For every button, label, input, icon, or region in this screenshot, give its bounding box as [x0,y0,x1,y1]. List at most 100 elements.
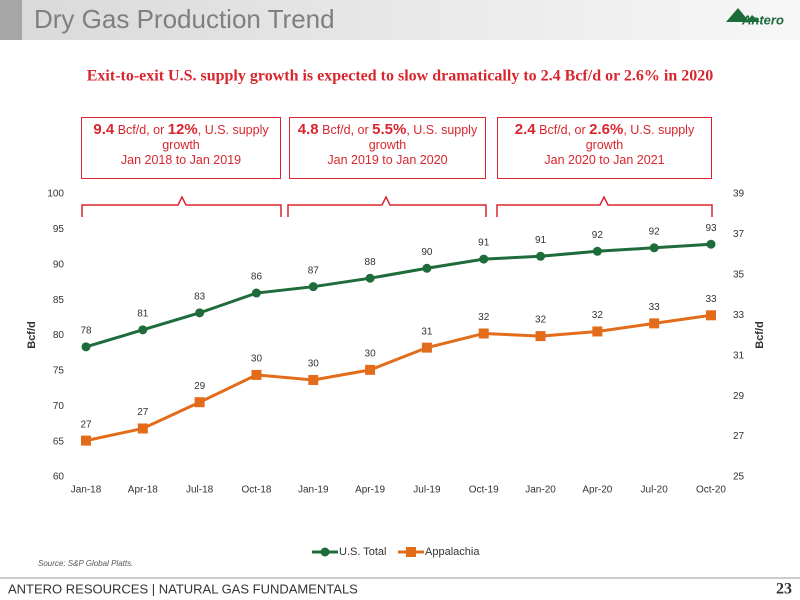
data-label: 88 [365,257,377,268]
callout-pct: 2.6% [589,121,624,138]
logo-mark [726,8,760,22]
y2-tick-label: 39 [733,189,745,200]
data-point [137,423,148,434]
data-point [706,310,716,321]
y-tick-label: 70 [53,401,65,412]
data-label: 31 [421,326,433,337]
callout-unit: Bcf/d, or [114,123,168,137]
y2-tick-label: 31 [733,350,745,361]
data-point [194,397,205,408]
y2-tick-label: 25 [733,472,745,483]
callout: 2.4 Bcf/d, or 2.6%, U.S. supply growth Ja… [497,117,712,179]
bracket [496,195,713,217]
source: Source: S&P Global Platts. [38,559,133,568]
callout-rest: , U.S. supply growth [162,123,269,152]
callout-growth: 9.4 [93,121,115,138]
y2-tick-label: 33 [733,310,745,321]
data-point [365,364,376,375]
x-tick-label: Oct-18 [241,485,271,496]
legend-marker [406,547,416,557]
y2-tick-label: 35 [733,269,745,280]
data-label: 29 [194,381,206,392]
x-tick-label: Apr-19 [355,485,385,496]
data-label: 30 [365,349,377,360]
data-point [365,273,375,283]
data-point [592,246,602,256]
data-label: 30 [308,359,320,370]
brackets [81,195,713,217]
legend-label: Appalachia [425,546,480,558]
bracket [287,195,487,217]
y-tick-label: 100 [47,189,64,200]
data-label: 30 [251,354,263,365]
callout-rest: , U.S. supply growth [585,123,695,152]
callout-period: Jan 2019 to Jan 2020 [327,153,448,167]
data-label: 32 [478,312,490,323]
data-point [479,254,489,264]
y-tick-label: 60 [53,472,65,483]
y2-tick-label: 37 [733,229,745,240]
y2-tick-label: 29 [733,391,745,402]
data-label: 33 [705,294,717,305]
header-accent [0,0,22,40]
data-label: 91 [535,235,547,246]
data-point [81,435,91,446]
data-point [308,374,319,385]
x-tick-label: Apr-20 [582,485,612,496]
y-axis-title: Bcf/d [26,321,38,349]
data-label: 92 [649,226,661,237]
data-point [706,239,716,249]
y-tick-label: 85 [53,295,65,306]
data-label: 92 [592,230,604,241]
series-line [85,242,712,349]
y2-tick-label: 27 [733,431,745,442]
x-tick-label: Jul-18 [186,485,214,496]
x-tick-label: Jan-18 [71,485,102,496]
x-tick-label: Jan-19 [298,485,329,496]
data-point [478,328,489,339]
legend-label: U.S. Total [339,546,387,558]
data-label: 86 [251,272,263,283]
data-point [535,331,546,342]
callout-pct: 12% [167,121,198,138]
callout-growth: 2.4 [514,121,536,138]
data-point [81,342,91,352]
series-line [85,313,712,443]
data-label: 27 [80,419,92,430]
data-label: 33 [649,302,661,313]
callout: 4.8 Bcf/d, or 5.5%, U.S. supply growth Ja… [289,117,486,179]
data-label: 32 [592,310,604,321]
data-label: 87 [308,265,320,276]
data-point [422,263,432,273]
y-tick-label: 65 [53,436,65,447]
page-title: Dry Gas Production Trend [34,4,335,34]
data-point [195,308,205,318]
data-point [251,288,261,298]
x-tick-label: Jul-20 [641,485,669,496]
data-point [649,243,659,253]
callout-unit: Bcf/d, or [535,123,590,137]
data-point [649,318,660,329]
y2-axis-title: Bcf/d [754,321,766,349]
callout-rest: , U.S. supply growth [368,123,478,152]
callout-period: Jan 2018 to Jan 2019 [120,153,242,167]
data-label: 78 [80,325,92,336]
data-point [592,326,603,337]
header-band [0,0,800,40]
x-tick-label: Oct-19 [469,485,499,496]
x-tick-label: Oct-20 [696,485,726,496]
data-label: 93 [705,223,717,234]
data-point [536,251,546,261]
y-tick-label: 90 [53,259,65,270]
logo-text: Antero [741,12,784,27]
bracket [81,195,282,217]
callout: 9.4 Bcf/d, or 12%, U.S. supply growth Jan… [81,117,281,179]
data-label: 32 [535,315,547,326]
page-number: 23 [776,581,792,598]
data-point [421,342,432,353]
callout-unit: Bcf/d, or [318,123,373,137]
x-tick-label: Apr-18 [128,485,158,496]
callout-growth: 4.8 [297,121,319,138]
